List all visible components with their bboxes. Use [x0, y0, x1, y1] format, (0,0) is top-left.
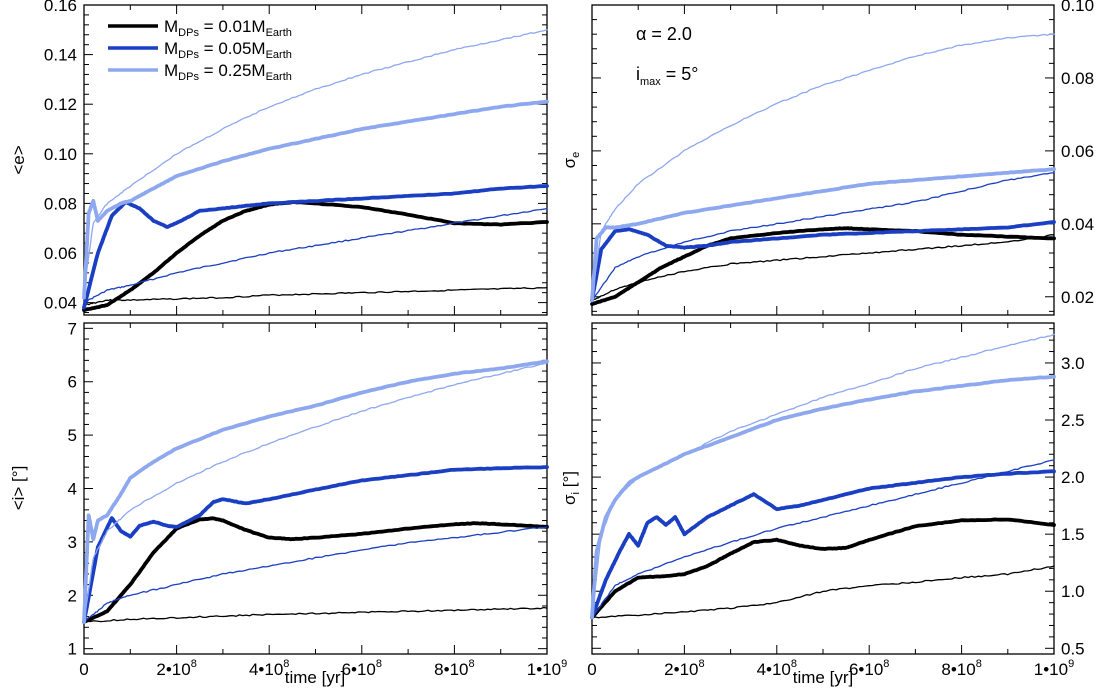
axis-ticks: 0.02 0.04 0.06 0.08 0.10: [591, 0, 1094, 315]
x-tick-label: 0: [79, 660, 88, 679]
legend-label-2: MDPs = 0.05MEarth: [164, 39, 292, 61]
y-tick-label: 2.5: [1061, 411, 1085, 430]
axis-ticks: 0.04 0.06 0.08 0.10 0.12 0.14 0.16: [44, 0, 548, 315]
legend: MDPs = 0.01MEarth MDPs = 0.05MEarth MDPs…: [108, 17, 292, 83]
y-tick-label: 0.14: [44, 46, 77, 65]
legend-label-1: MDPs = 0.01MEarth: [164, 17, 292, 39]
alpha-annotation: α = 2.0: [636, 24, 692, 44]
y-tick-label: 6: [68, 373, 77, 392]
x-tick-label: 1•109: [527, 658, 567, 679]
x-tick-label: 0: [587, 660, 596, 679]
series-line-dark_blue-thin: [591, 172, 1055, 302]
y-tick-label: 1: [68, 640, 77, 659]
x-tick-label: 2•108: [664, 658, 704, 679]
series-line-black-thick: [590, 517, 1056, 620]
y-tick-label: 0.10: [44, 145, 77, 164]
x-axis-label: time [yr]: [793, 668, 853, 687]
y-tick-label: 2: [68, 586, 77, 605]
series-line-light_blue-thick: [82, 99, 549, 300]
y-tick-label: 4: [68, 480, 77, 499]
series-group: [82, 29, 549, 312]
axis-ticks: 0 2•108 4•108 6•108 8•108 1•109 1 2 3 4 5 6 7: [68, 319, 568, 679]
series-line-light_blue-thin: [591, 33, 1055, 298]
series-line-dark_blue-thick: [82, 465, 549, 624]
panel-mean-e: 0.04 0.06 0.08 0.10 0.12 0.14 0.16 <e> MDPs = …: [9, 0, 549, 316]
x-tick-label: 4•108: [757, 658, 797, 679]
series-line-light_blue-thick: [590, 167, 1056, 303]
y-tick-label: 0.12: [44, 95, 77, 114]
plot-frame: [83, 4, 548, 316]
y-tick-label: 0.04: [1061, 215, 1094, 234]
y-tick-label: 0.5: [1061, 639, 1085, 658]
series-line-dark_blue-thin: [83, 526, 548, 623]
y-tick-label: 0.10: [1061, 0, 1094, 15]
y-tick-label: 0.08: [1061, 69, 1094, 88]
imax-annotation: imax = 5°: [636, 64, 699, 88]
y-tick-label: 0.04: [44, 294, 77, 313]
y-axis-label: <i> [°]: [9, 466, 28, 511]
y-tick-label: 5: [68, 426, 77, 445]
series-line-black-thin: [591, 565, 1055, 619]
series-line-dark_blue-thin: [83, 207, 548, 304]
x-tick-label: 6•108: [342, 658, 382, 679]
x-axis-label: time [yr]: [285, 668, 345, 687]
x-tick-label: 8•108: [941, 658, 981, 679]
y-tick-label: 0.16: [44, 0, 77, 15]
y-tick-label: 2.0: [1061, 468, 1085, 487]
series-group: [590, 333, 1056, 620]
x-tick-label: 6•108: [849, 658, 889, 679]
series-line-light_blue-thick: [590, 374, 1056, 620]
series-line-light_blue-thick: [82, 359, 549, 624]
y-tick-label: 1.5: [1061, 525, 1085, 544]
series-group: [82, 359, 549, 624]
series-line-dark_blue-thick: [590, 469, 1056, 620]
x-tick-label: 1•109: [1034, 658, 1074, 679]
y-tick-label: 0.08: [44, 194, 77, 213]
series-line-black-thin: [83, 287, 548, 306]
y-axis-label: σi [°]: [560, 471, 582, 505]
series-line-black-thick: [82, 516, 549, 624]
series-group: [590, 33, 1056, 306]
series-line-light_blue-thin: [83, 362, 548, 623]
series-line-light_blue-thin: [83, 29, 548, 291]
y-axis-label: σe: [560, 152, 582, 169]
panel-mean-i: 0 2•108 4•108 6•108 8•108 1•109 1 2 3 4 5 6 7 <i> [°…: [9, 319, 567, 687]
x-tick-label: 4•108: [249, 658, 289, 679]
y-tick-label: 0.02: [1061, 288, 1094, 307]
x-tick-label: 8•108: [434, 658, 474, 679]
y-axis-label: <e>: [9, 145, 28, 174]
panel-sigma-e: 0.02 0.04 0.06 0.08 0.10 σe α = 2.0 imax = 5…: [560, 0, 1094, 316]
plot-frame: [591, 322, 1055, 655]
x-tick-label: 2•108: [156, 658, 196, 679]
series-line-black-thin: [83, 606, 548, 623]
legend-label-3: MDPs = 0.25MEarth: [164, 61, 292, 83]
y-tick-label: 1.0: [1061, 582, 1085, 601]
series-line-black-thick: [590, 226, 1056, 306]
y-tick-label: 0.06: [44, 244, 77, 263]
y-tick-label: 0.06: [1061, 142, 1094, 161]
series-line-dark_blue-thin: [591, 459, 1055, 619]
y-tick-label: 3.0: [1061, 354, 1085, 373]
y-tick-label: 3: [68, 533, 77, 552]
series-line-dark_blue-thick: [590, 220, 1056, 303]
y-tick-label: 7: [68, 319, 77, 338]
